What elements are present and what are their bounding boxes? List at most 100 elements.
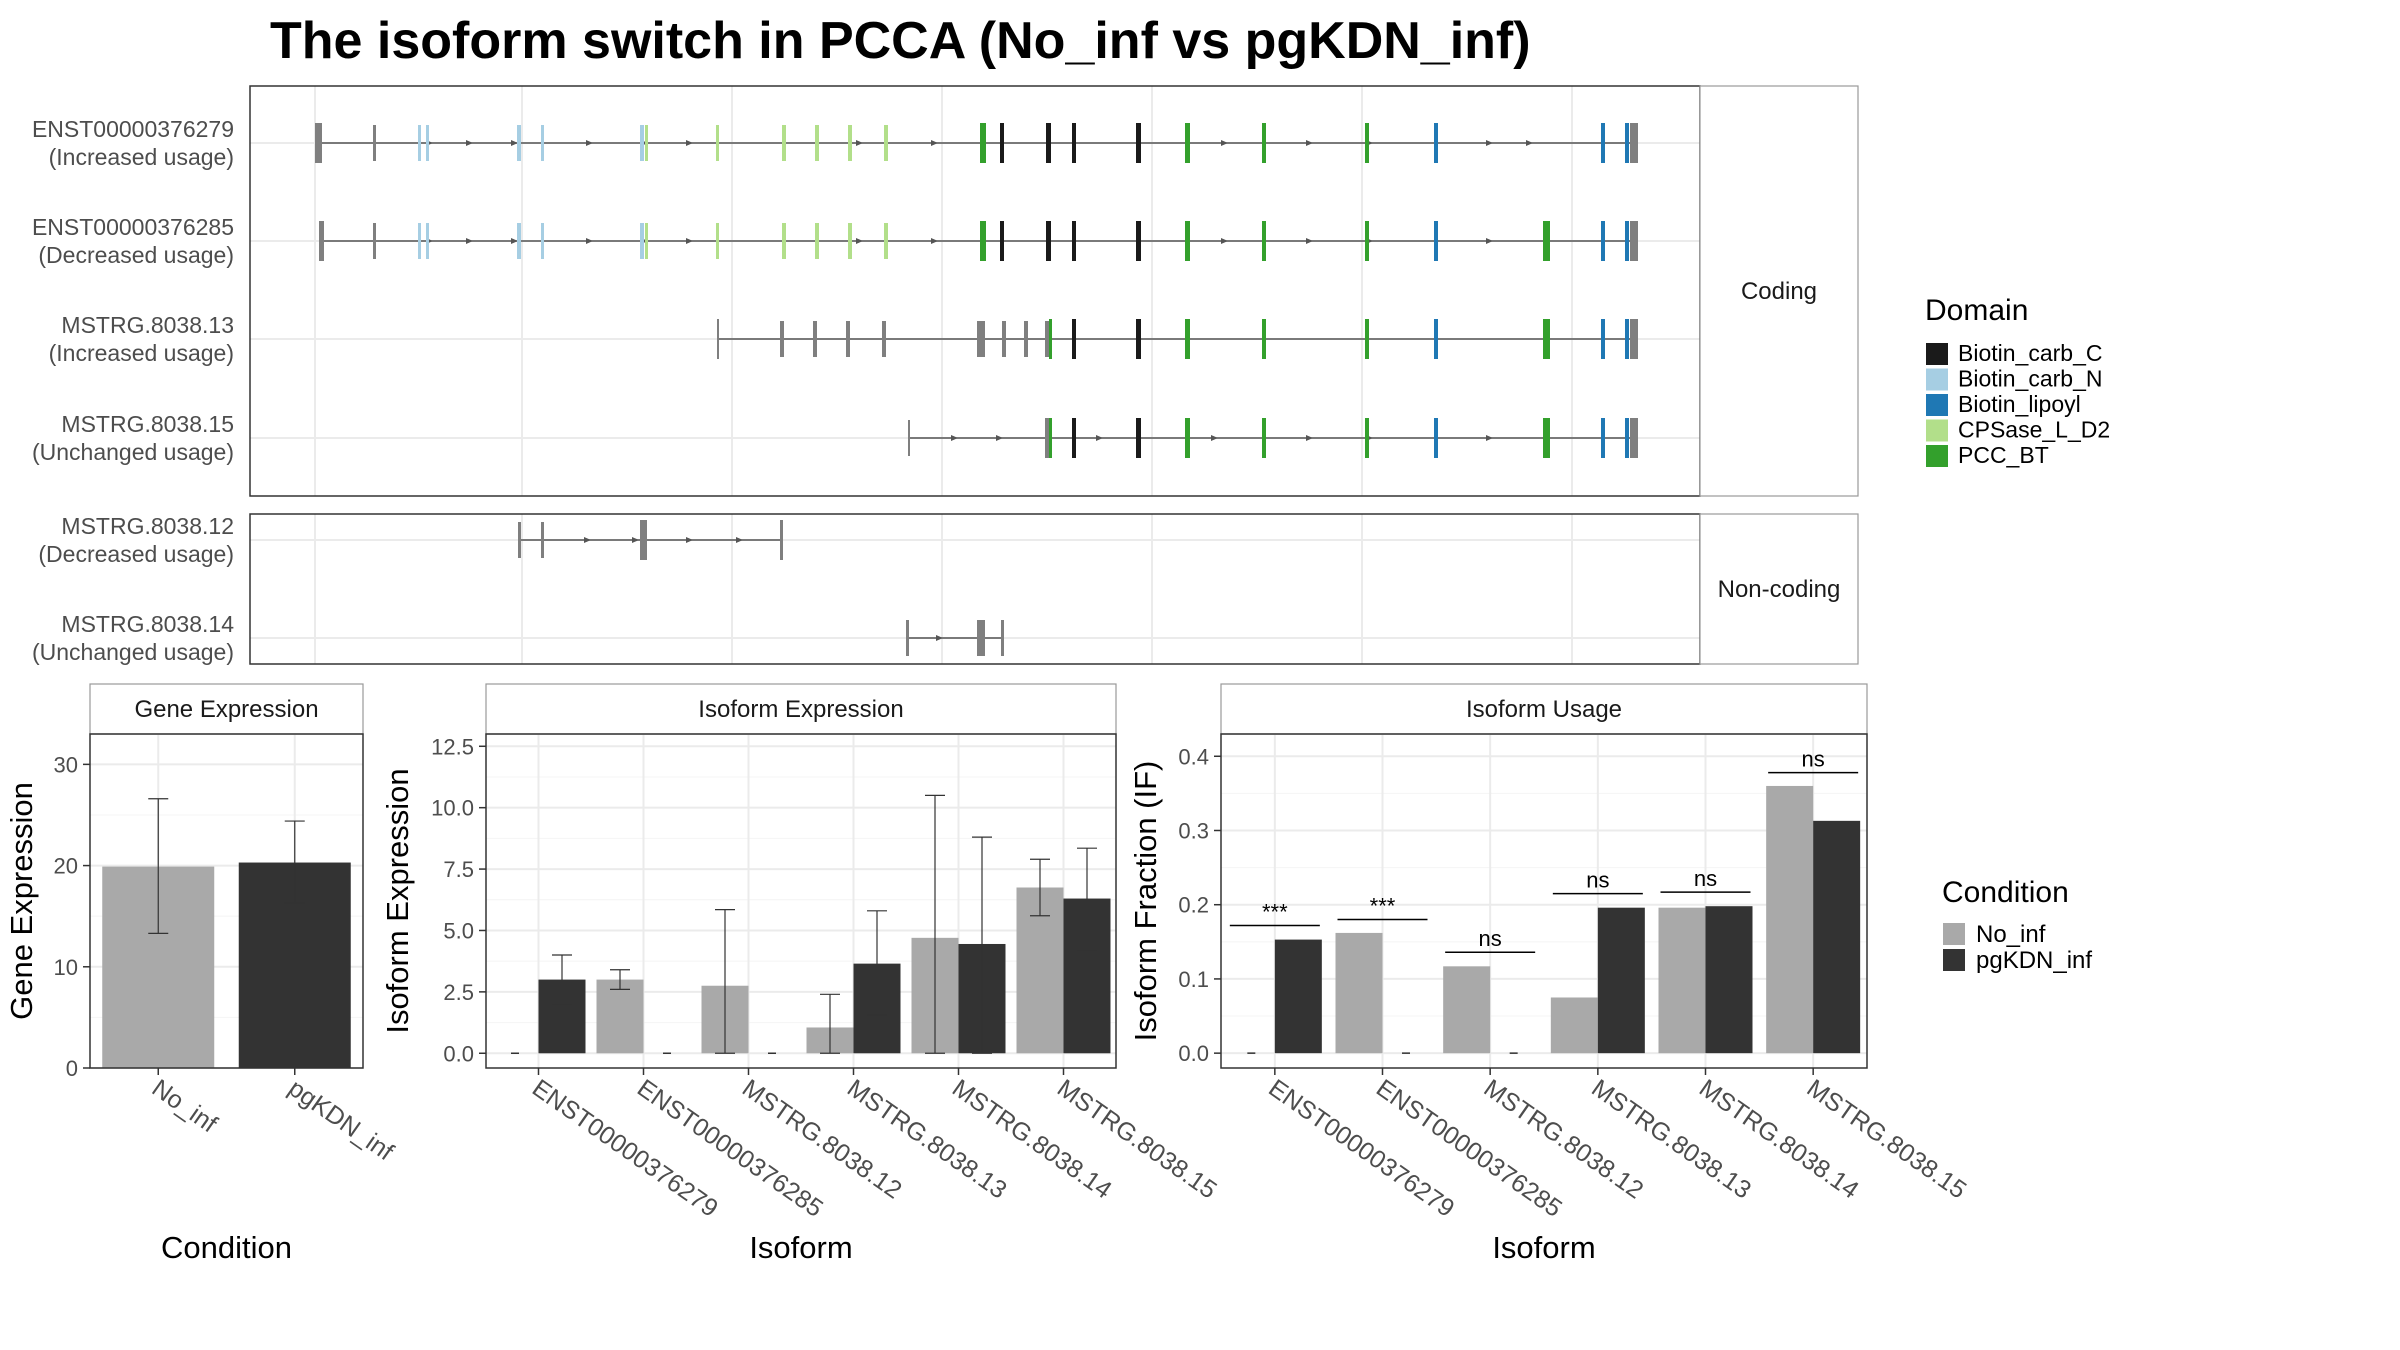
exon-pcc-bt — [1049, 319, 1052, 359]
x-tick-label: No_inf — [147, 1074, 222, 1138]
exon-biotin-carb-c — [1072, 418, 1076, 458]
direction-arrow — [1221, 140, 1228, 146]
direction-arrow — [856, 140, 863, 146]
exon-biotin-carb-n — [426, 125, 429, 161]
bar — [1443, 966, 1491, 1054]
exon-biotin-lipoyl — [1434, 123, 1438, 163]
exon-pcc-bt — [1185, 418, 1190, 458]
exon-exon-plain — [882, 321, 886, 357]
chart-title: The isoform switch in PCCA (No_inf vs pg… — [270, 12, 1531, 70]
exon-biotin-carb-n — [418, 125, 421, 161]
y-tick-label: 7.5 — [443, 857, 474, 882]
bar-panel-2: Isoform Expression 0.0 2.5 5.0 7.5 10.0 12.5 EN… — [380, 683, 1222, 1265]
y-tick-label: 20 — [54, 854, 78, 879]
exon-cpsase-l-d2 — [815, 125, 819, 161]
exon-biotin-carb-n — [640, 223, 644, 259]
exon-pcc-bt — [1365, 319, 1369, 359]
exon-biotin-carb-n — [426, 223, 429, 259]
exon-pcc-bt — [1185, 123, 1190, 163]
exon-pcc-bt — [1262, 418, 1266, 458]
exon-pcc-bt — [1262, 221, 1266, 261]
exon-pcc-bt — [1185, 221, 1190, 261]
x-axis-title: Isoform — [1492, 1230, 1595, 1265]
panel-background — [250, 86, 1700, 496]
exon-exon-plain — [908, 420, 910, 456]
exon-biotin-carb-c — [1072, 319, 1076, 359]
track-id-label: MSTRG.8038.14 — [61, 611, 234, 637]
panel-title-strip — [89, 683, 364, 735]
x-tick-label: ENST00000376285 — [1371, 1074, 1567, 1223]
significance-label: *** — [1262, 899, 1288, 924]
x-axis-title: Isoform — [749, 1230, 852, 1265]
x-axis-title: Condition — [161, 1230, 292, 1265]
exon-exon-plain — [846, 321, 850, 357]
track-usage-label: (Unchanged usage) — [32, 439, 234, 465]
track-id-label: MSTRG.8038.15 — [61, 411, 234, 437]
exon-exon-plain — [1630, 221, 1638, 261]
direction-arrow — [1221, 238, 1228, 244]
y-tick-label: 5.0 — [443, 918, 474, 943]
exon-biotin-carb-c — [1136, 221, 1141, 261]
exon-biotin-carb-c — [1072, 123, 1076, 163]
domain-legend-label: PCC_BT — [1958, 442, 2049, 468]
y-tick-label: 10 — [54, 955, 78, 980]
transcript-model — [906, 620, 1004, 656]
direction-arrow — [931, 140, 938, 146]
facet-strip — [1699, 513, 1859, 665]
exon-exon-plain — [1002, 321, 1006, 357]
track-usage-label: (Decreased usage) — [38, 242, 234, 268]
direction-arrow — [1526, 140, 1533, 146]
bar-panel-3: Isoform Usage *** *** ns ns ns ns 0.0 0.1 0.2 0.3 0… — [1128, 683, 1971, 1265]
exon-cpsase-l-d2 — [716, 223, 719, 259]
exon-biotin-carb-c — [1136, 418, 1141, 458]
domain-legend-swatch — [1926, 419, 1948, 442]
exon-biotin-lipoyl — [1625, 221, 1629, 261]
exon-biotin-lipoyl — [1434, 418, 1438, 458]
direction-arrow — [1486, 238, 1493, 244]
x-tick-label: ENST00000376285 — [632, 1074, 828, 1223]
y-tick-label: 0.1 — [1178, 967, 1209, 992]
exon-exon-plain — [906, 620, 909, 656]
exon-biotin-lipoyl — [1434, 221, 1438, 261]
exon-exon-plain — [315, 123, 322, 163]
exon-exon-plain — [319, 221, 324, 261]
exon-exon-plain — [1001, 620, 1004, 656]
track-usage-label: (Increased usage) — [49, 144, 234, 170]
direction-arrow — [1486, 140, 1493, 146]
direction-arrow — [632, 537, 639, 543]
exon-biotin-lipoyl — [1434, 319, 1438, 359]
transcript-model — [908, 418, 1638, 458]
track-id-label: MSTRG.8038.12 — [61, 513, 234, 539]
panel-border — [485, 733, 1117, 1069]
condition-legend-label: pgKDN_inf — [1976, 947, 2092, 974]
track-id-label: MSTRG.8038.13 — [61, 312, 234, 338]
y-axis-title: Gene Expression — [4, 782, 39, 1020]
exon-exon-plain — [1630, 418, 1638, 458]
exon-pcc-bt — [1543, 319, 1550, 359]
exon-biotin-carb-n — [541, 223, 544, 259]
direction-arrow — [936, 635, 943, 641]
exon-pcc-bt — [1365, 418, 1369, 458]
exon-biotin-carb-n — [541, 125, 544, 161]
track-usage-label: (Increased usage) — [49, 340, 234, 366]
track-usage-label: (Decreased usage) — [38, 541, 234, 567]
domain-legend-swatch — [1926, 343, 1948, 365]
exon-biotin-carb-n — [418, 223, 421, 259]
exon-biotin-carb-n — [640, 125, 644, 161]
significance-label: ns — [1479, 926, 1502, 951]
y-tick-label: 2.5 — [443, 980, 474, 1005]
exon-exon-plain — [1630, 319, 1638, 359]
exon-biotin-carb-n — [517, 223, 521, 259]
y-axis-title: Isoform Expression — [380, 768, 415, 1033]
domain-legend-swatch — [1926, 445, 1948, 467]
exon-pcc-bt — [1543, 418, 1550, 458]
direction-arrow — [511, 140, 518, 146]
track-id-label: ENST00000376279 — [32, 116, 234, 142]
significance-label: ns — [1694, 866, 1717, 891]
y-tick-label: 30 — [54, 752, 78, 777]
exon-cpsase-l-d2 — [716, 125, 719, 161]
domain-legend-label: CPSase_L_D2 — [1958, 417, 2110, 443]
exon-biotin-carb-c — [1136, 319, 1141, 359]
direction-arrow — [856, 238, 863, 244]
